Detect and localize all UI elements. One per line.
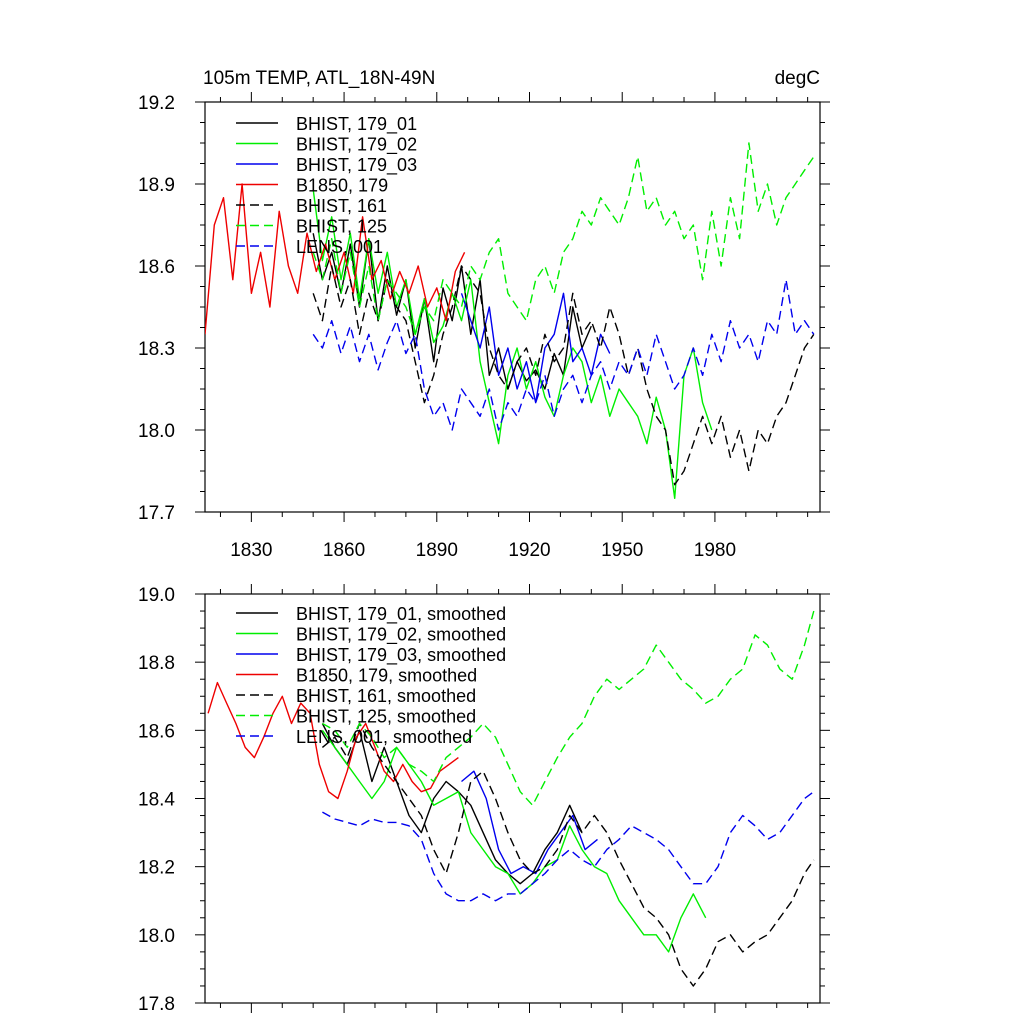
y-tick-label: 19.0 <box>138 585 175 606</box>
x-tick-label: 1860 <box>323 540 365 561</box>
legend-label: B1850, 179 <box>296 176 388 196</box>
legend-label: BHIST, 179_01, smoothed <box>296 604 506 625</box>
y-tick-label: 18.6 <box>138 257 175 278</box>
legend-label: BHIST, 179_02, smoothed <box>296 625 506 646</box>
series-line-b1850-179-smoothed <box>207 681 459 800</box>
legend-label: BHIST, 179_02 <box>296 135 417 156</box>
units-label: degC <box>775 68 820 89</box>
series-line-bhist-179-03 <box>460 292 611 404</box>
y-tick-label: 18.3 <box>138 339 175 360</box>
y-tick-label: 18.6 <box>138 721 175 742</box>
legend-label: BHIST, 179_03, smoothed <box>296 645 506 666</box>
chart-title: 105m TEMP, ATL_18N-49N <box>203 68 435 89</box>
x-tick-label: 1830 <box>230 540 272 561</box>
y-tick-label: 17.8 <box>138 994 175 1015</box>
series-line-bhist-125 <box>312 142 815 335</box>
y-tick-label: 17.7 <box>138 503 175 524</box>
legend-label: LENS, 001 <box>296 237 383 257</box>
x-tick-label: 1890 <box>416 540 458 561</box>
legend-label: BHIST, 179_03 <box>296 155 417 176</box>
y-tick-label: 19.2 <box>138 93 175 114</box>
legend-label: BHIST, 125, smoothed <box>296 707 476 727</box>
x-tick-label: 1950 <box>601 540 643 561</box>
top-panel: 1830 1860 1890 1920 1950 1980 17.7 18.0 18.3 18.6… <box>138 92 830 561</box>
y-tick-label: 18.8 <box>138 653 175 674</box>
series-line-lens-001 <box>312 279 815 431</box>
legend-label: BHIST, 179_01 <box>296 114 417 135</box>
y-tick-label: 18.0 <box>138 926 175 947</box>
legend-label: BHIST, 161, smoothed <box>296 686 476 706</box>
legend-label: BHIST, 161 <box>296 196 387 216</box>
x-tick-label: 1920 <box>508 540 550 561</box>
series-line-bhist-125-smoothed <box>322 610 815 806</box>
bottom-panel: 17.8 18.0 18.2 18.4 18.6 18.8 19.0 BHIST, 179_0… <box>138 584 830 1015</box>
y-tick-label: 18.0 <box>138 421 175 442</box>
series-line-bhist-161-smoothed <box>321 722 815 987</box>
series-line-bhist-179-01-smoothed <box>321 723 583 885</box>
y-tick-label: 18.2 <box>138 858 175 879</box>
y-tick-label: 18.4 <box>138 790 175 811</box>
y-tick-label: 18.9 <box>138 175 175 196</box>
series-line-lens-001-smoothed <box>322 791 815 902</box>
series-line-bhist-179-02 <box>312 189 713 499</box>
legend-label: B1850, 179, smoothed <box>296 666 477 686</box>
series-line-bhist-161 <box>312 265 815 486</box>
series-line-bhist-179-02-smoothed <box>321 729 707 953</box>
series-line-bhist-179-01 <box>312 233 592 390</box>
series-line-bhist-179-03-smoothed <box>461 770 598 875</box>
legend-label: LENS, 001, smoothed <box>296 727 472 747</box>
x-tick-label: 1980 <box>694 540 736 561</box>
legend-label: BHIST, 125 <box>296 217 387 237</box>
